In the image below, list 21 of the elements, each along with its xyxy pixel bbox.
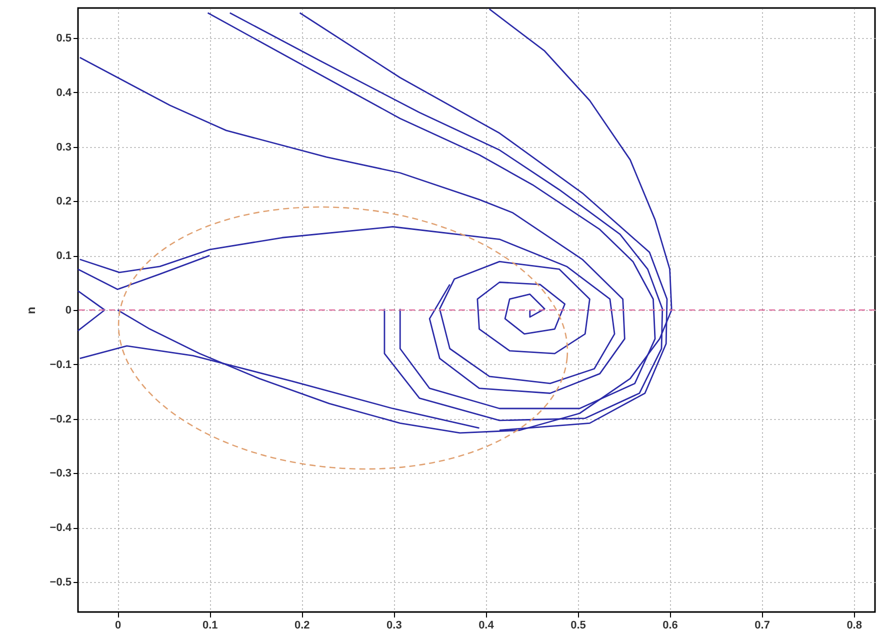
y-tick-label: −0.3	[50, 468, 72, 480]
y-tick-label: −0.1	[50, 358, 72, 371]
x-tick-label: 0.6	[662, 620, 678, 632]
x-tick-label: 0	[115, 620, 122, 632]
y-tick-label: −0.4	[50, 522, 72, 534]
x-tick-label: 0.2	[294, 620, 310, 632]
x-tick-label: 0.7	[754, 620, 770, 632]
x-tick-label: 0.8	[846, 620, 862, 632]
y-tick-label: −0.2	[50, 413, 72, 426]
x-tick-label: 0.1	[202, 620, 218, 632]
y-tick-label: 0.1	[56, 250, 72, 262]
y-tick-label: 0.4	[56, 86, 72, 99]
y-axis-title: n	[24, 306, 38, 314]
y-tick-label: −0.5	[50, 576, 72, 589]
x-tick-label: 0.3	[386, 620, 402, 632]
y-tick-label: 0.5	[56, 32, 72, 44]
x-tick-label: 0.4	[478, 620, 495, 632]
x-tick-label: 0.5	[570, 620, 586, 632]
y-tick-label: 0.2	[56, 196, 72, 208]
y-tick-label: 0.3	[56, 141, 72, 154]
y-tick-label: 0	[65, 304, 72, 316]
